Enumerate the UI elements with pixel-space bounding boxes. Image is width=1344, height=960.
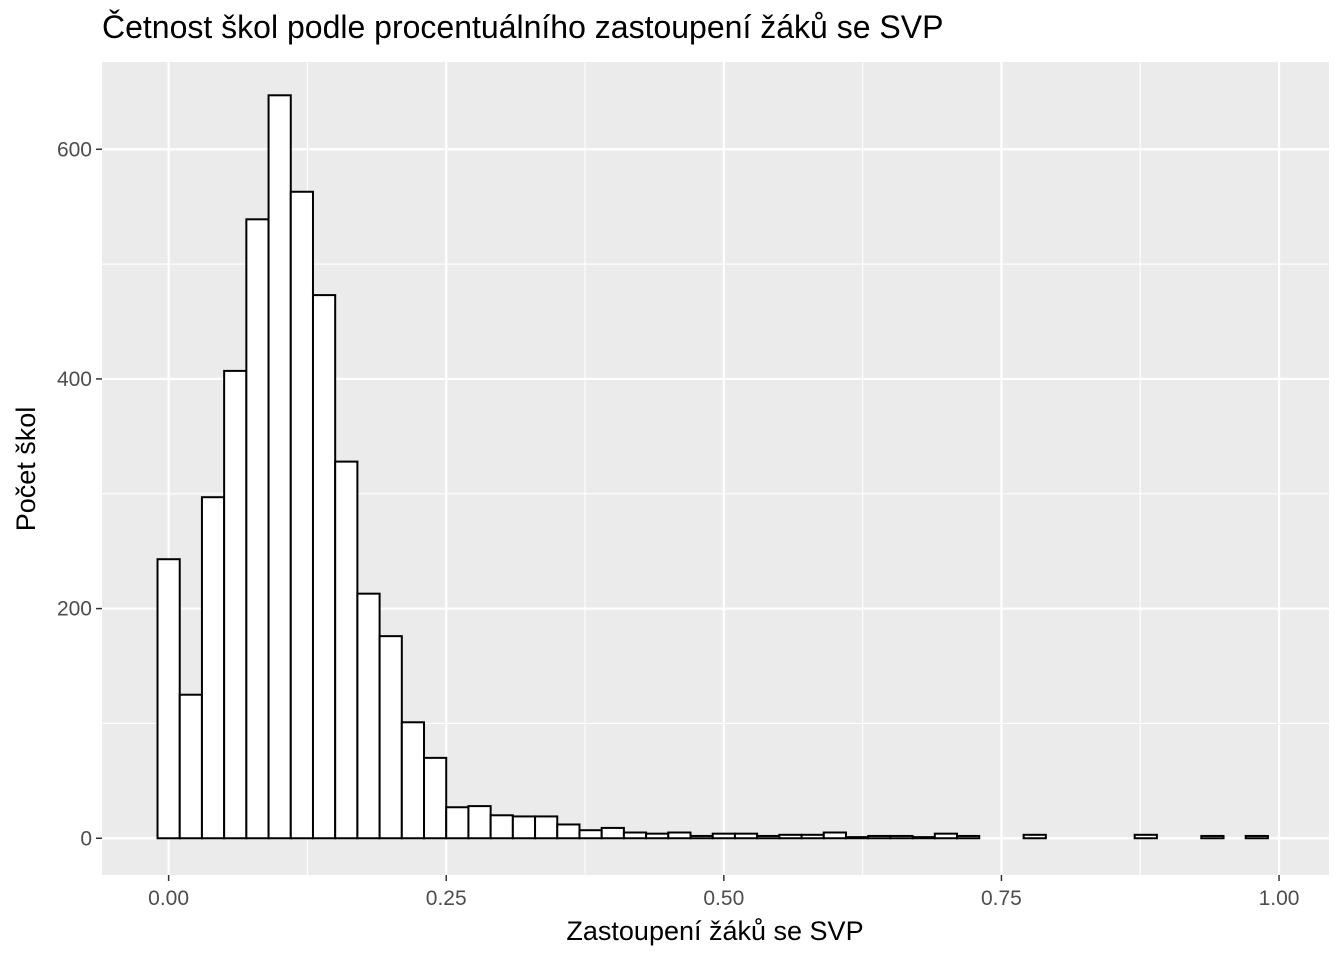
histogram-bar (1022, 833, 1047, 840)
x-axis-title: Zastoupení žáků se SVP (566, 916, 863, 946)
x-tick-label: 0.00 (148, 887, 189, 910)
y-tick-label: 0 (80, 827, 92, 850)
histogram-bar (311, 294, 337, 840)
histogram-bar (711, 832, 736, 840)
histogram-bar (933, 832, 959, 840)
chart-title: Četnost škol podle procentuálního zastou… (102, 9, 943, 45)
histogram-bar (756, 834, 781, 840)
histogram-bar (400, 721, 426, 840)
x-tick-label: 0.25 (426, 887, 467, 910)
histogram-bar (534, 815, 559, 840)
histogram-bar (445, 806, 470, 840)
histogram-bar (667, 831, 692, 840)
y-axis-ticks: 0 200 400 600 (57, 138, 102, 850)
histogram-bar (778, 833, 803, 840)
y-tick-label: 200 (57, 598, 92, 621)
histogram-bar (1244, 834, 1269, 840)
y-axis-title: Počet škol (11, 407, 41, 532)
x-tick-label: 0.50 (703, 887, 744, 910)
histogram-bar (423, 756, 448, 840)
histogram-bar (578, 829, 603, 840)
histogram-bar (867, 834, 892, 840)
histogram-bar (622, 831, 648, 840)
x-tick-label: 0.75 (981, 887, 1022, 910)
histogram-bar (889, 834, 914, 840)
histogram-bar (645, 832, 670, 840)
histogram-bar (356, 592, 381, 840)
histogram-bar (289, 190, 314, 840)
histogram-bar (844, 836, 870, 840)
histogram-bar (245, 218, 270, 840)
x-axis-ticks: 0.00 0.25 0.50 0.75 1.00 (148, 875, 1299, 910)
histogram-bar (600, 826, 625, 840)
histogram-bar (911, 836, 936, 840)
histogram-bars (156, 94, 1269, 840)
histogram-bar (156, 558, 181, 840)
histogram-bar (800, 833, 825, 840)
y-tick-label: 400 (57, 368, 92, 391)
histogram-bar (489, 814, 514, 840)
histogram-bar (733, 832, 759, 840)
histogram-bar (467, 805, 492, 840)
histogram-bar (689, 834, 714, 840)
histogram-bar (378, 635, 403, 840)
histogram-bar (334, 460, 359, 840)
histogram-bar (956, 834, 981, 840)
histogram-bar (556, 823, 581, 840)
histogram-bar (178, 693, 203, 840)
y-tick-label: 600 (57, 138, 92, 161)
major-gridlines (102, 62, 1329, 875)
histogram-bar (267, 94, 292, 840)
histogram-bar (511, 815, 537, 840)
x-tick-label: 1.00 (1259, 887, 1300, 910)
histogram-bar (223, 369, 248, 840)
histogram-bar (822, 831, 847, 840)
histogram-bar (200, 496, 226, 840)
histogram-bar (1133, 833, 1158, 840)
histogram-bar (1200, 834, 1225, 840)
